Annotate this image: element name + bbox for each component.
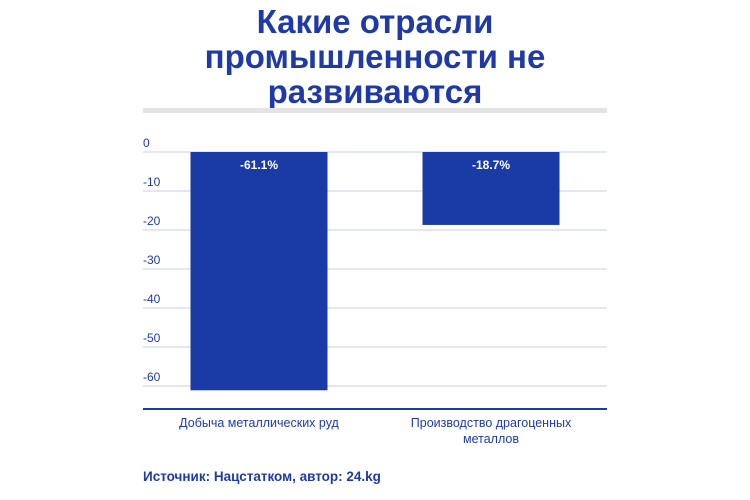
source-note: Источник: Нацстатком, автор: 24.kg [143, 469, 381, 484]
y-tick-label: -40 [143, 292, 161, 306]
y-tick-label: -20 [143, 214, 161, 228]
y-tick-label: -50 [143, 331, 161, 345]
chart-title-line: Какие отрасли [256, 3, 494, 40]
x-category-label: Производство драгоценных [411, 416, 572, 430]
y-tick-label: -60 [143, 370, 161, 384]
bar [190, 152, 328, 391]
data-label: -18.7% [472, 158, 510, 172]
chart-title-line: развиваются [267, 73, 483, 110]
chart-title-line: промышленности не [204, 38, 546, 75]
data-label: -61.1% [240, 158, 278, 172]
title-divider [143, 108, 607, 113]
y-tick-label: -10 [143, 175, 161, 189]
x-category-label: металлов [463, 432, 519, 446]
chart-title: Какие отрасли промышленности не развиваю… [0, 4, 750, 109]
x-category-label: Добыча металлических руд [179, 416, 339, 430]
y-tick-label: -30 [143, 253, 161, 267]
bar [422, 152, 560, 225]
y-tick-label: 0 [143, 136, 150, 150]
